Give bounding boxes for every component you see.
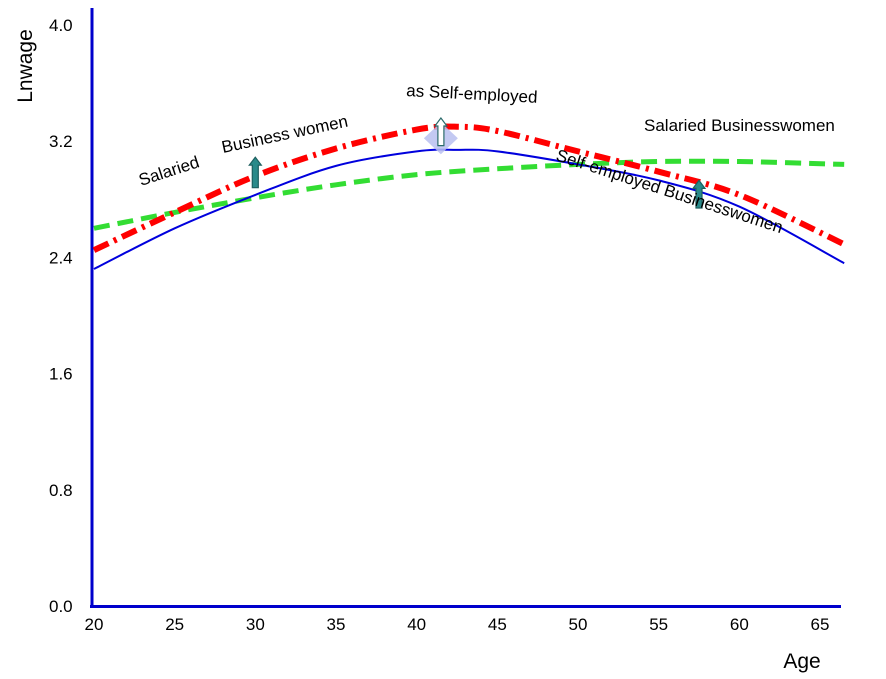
series-lines <box>92 123 846 270</box>
series-self-employed <box>93 148 845 270</box>
series-salaried-as-self-employed <box>92 123 846 253</box>
y-tick-label: 0.8 <box>49 481 73 500</box>
x-tick-label: 35 <box>327 615 346 634</box>
y-tick-label: 4.0 <box>49 16 73 35</box>
x-axis-title: Age <box>783 650 820 673</box>
y-tick-label: 0.0 <box>49 597 73 616</box>
y-tick-label: 1.6 <box>49 365 73 384</box>
annotations <box>248 117 707 209</box>
x-tick-label: 40 <box>407 615 426 634</box>
x-tick-label: 60 <box>730 615 749 634</box>
arrow-up-icon <box>691 179 707 209</box>
peak-arrow-up-icon <box>433 117 449 147</box>
x-tick-label: 50 <box>569 615 588 634</box>
label-salaried-businesswomen: Salaried Businesswomen <box>644 116 835 135</box>
x-tick-label: 55 <box>649 615 668 634</box>
x-tick-label: 65 <box>811 615 830 634</box>
x-tick-label: 45 <box>488 615 507 634</box>
x-tick-label: 25 <box>165 615 184 634</box>
x-tick-labels: 20 25 30 35 40 45 50 55 60 65 <box>85 615 830 634</box>
y-tick-label: 3.2 <box>49 132 73 151</box>
y-tick-labels: 0.0 0.8 1.6 2.4 3.2 4.0 <box>49 16 73 616</box>
y-tick-label: 2.4 <box>49 248 73 267</box>
arrow-up-icon <box>248 156 263 189</box>
y-axis-title: Lnwage <box>14 29 37 103</box>
x-tick-label: 20 <box>85 615 104 634</box>
label-salaried-word: Salaried <box>136 152 201 189</box>
x-tick-label: 30 <box>246 615 265 634</box>
label-as-self-employed: as Self-employed <box>406 81 538 107</box>
